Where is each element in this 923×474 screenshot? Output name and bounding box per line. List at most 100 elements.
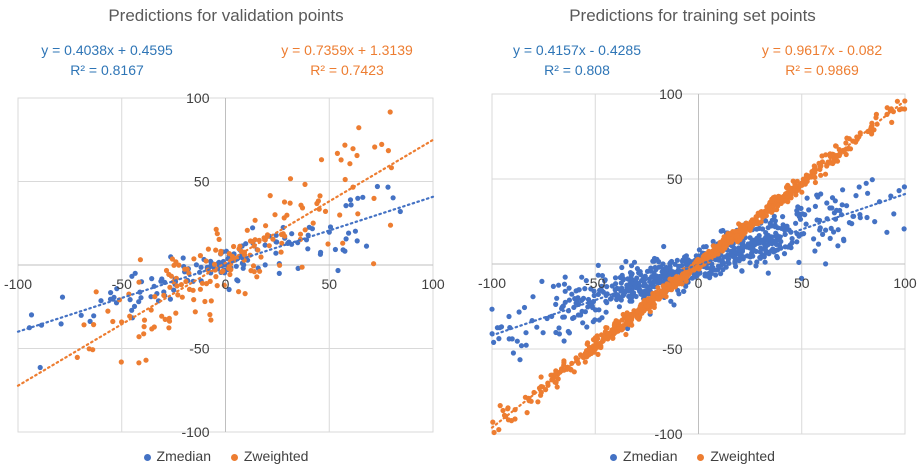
data-point xyxy=(754,226,760,232)
data-point xyxy=(619,272,625,278)
data-point xyxy=(839,202,845,208)
data-point xyxy=(143,357,149,363)
data-point xyxy=(356,125,362,131)
data-point xyxy=(628,296,634,302)
data-point xyxy=(372,144,378,150)
data-point xyxy=(37,364,43,371)
data-point xyxy=(561,358,567,364)
data-point xyxy=(227,271,233,278)
data-point xyxy=(252,217,258,223)
data-point xyxy=(496,336,502,342)
data-point xyxy=(762,259,768,265)
legend-item-zmedian: Zmedian xyxy=(610,448,677,464)
data-point xyxy=(74,354,80,360)
chart-training: Predictions for training set points y = … xyxy=(462,0,923,474)
data-point xyxy=(811,163,817,169)
data-point xyxy=(390,195,396,201)
data-point xyxy=(726,231,733,237)
data-point xyxy=(844,203,850,209)
legend-label: Zweighted xyxy=(243,448,309,464)
data-point xyxy=(105,308,111,314)
data-point xyxy=(789,236,795,242)
data-point xyxy=(574,296,580,302)
data-point xyxy=(489,306,495,312)
data-point xyxy=(898,106,905,112)
data-point xyxy=(739,234,745,240)
data-point xyxy=(255,247,261,253)
data-point xyxy=(556,325,562,331)
data-point xyxy=(497,403,503,409)
data-point xyxy=(167,296,173,302)
data-point xyxy=(350,146,356,152)
data-point xyxy=(701,244,707,250)
data-point xyxy=(747,254,753,260)
data-point xyxy=(733,263,739,269)
data-point xyxy=(797,216,804,222)
data-point xyxy=(604,325,610,331)
data-point xyxy=(214,231,220,237)
data-point xyxy=(127,297,133,303)
x-tick-label: -100 xyxy=(478,275,506,291)
data-point xyxy=(273,250,279,256)
data-point xyxy=(765,270,771,276)
data-point xyxy=(213,247,219,253)
data-point xyxy=(490,419,496,425)
data-point xyxy=(595,336,601,342)
data-point xyxy=(151,324,157,330)
data-point xyxy=(738,255,744,261)
data-point xyxy=(560,314,566,320)
data-point xyxy=(763,218,769,224)
data-point xyxy=(28,312,35,318)
data-point xyxy=(619,317,625,323)
data-point xyxy=(266,243,272,249)
data-point xyxy=(781,251,788,257)
data-point xyxy=(257,268,263,274)
data-point xyxy=(91,322,97,328)
data-point xyxy=(510,350,516,356)
y-tick-label: -50 xyxy=(189,341,209,357)
data-point xyxy=(385,148,391,154)
legend-label: Zmedian xyxy=(623,448,678,464)
data-point xyxy=(888,193,894,199)
data-point xyxy=(191,256,197,262)
data-point xyxy=(631,259,638,265)
data-point xyxy=(584,324,590,330)
data-point xyxy=(591,292,597,299)
data-point xyxy=(136,299,142,305)
data-point xyxy=(710,238,716,245)
data-point xyxy=(98,298,104,304)
data-point xyxy=(347,161,353,167)
data-point xyxy=(672,261,678,267)
data-point xyxy=(628,279,634,285)
data-point xyxy=(629,290,635,296)
data-point xyxy=(656,259,662,265)
data-point xyxy=(550,283,556,289)
data-point xyxy=(287,176,294,182)
data-point xyxy=(516,309,522,315)
data-point xyxy=(636,286,642,292)
plot-area: -100 -50 0 50 100 100 50 -50 -100 xyxy=(478,86,917,442)
data-point xyxy=(302,227,308,233)
data-point xyxy=(243,241,249,247)
data-point xyxy=(569,291,575,297)
data-point xyxy=(619,264,625,271)
data-point xyxy=(831,159,837,165)
data-point xyxy=(598,344,604,351)
data-point xyxy=(178,282,184,288)
data-point xyxy=(86,346,92,352)
data-point xyxy=(802,212,808,218)
data-point xyxy=(226,286,232,293)
data-point xyxy=(197,253,203,259)
data-point xyxy=(277,262,283,268)
data-point xyxy=(664,281,670,287)
data-point xyxy=(332,246,338,253)
data-point xyxy=(240,265,246,271)
data-point xyxy=(175,292,181,298)
data-point xyxy=(851,213,857,219)
data-point xyxy=(374,183,380,190)
data-point xyxy=(894,98,900,104)
data-point xyxy=(342,248,348,254)
data-point xyxy=(131,303,138,309)
data-point xyxy=(325,241,331,247)
data-point xyxy=(58,321,64,327)
